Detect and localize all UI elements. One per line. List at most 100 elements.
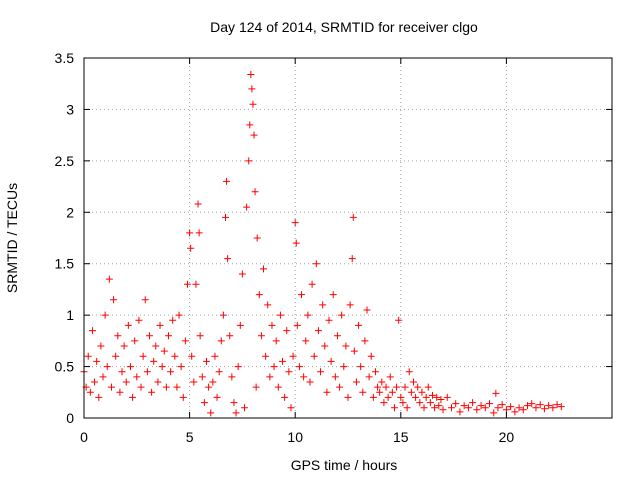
data-point [355,321,363,329]
data-point [437,395,445,403]
data-point [361,337,369,345]
data-point [395,316,403,324]
data-point [486,400,494,408]
data-point [528,400,536,408]
data-point [405,368,413,376]
data-point [540,405,548,413]
data-point [169,316,177,324]
data-point [424,383,432,391]
data-point [164,332,172,340]
data-point [376,388,384,396]
data-point [515,404,523,412]
data-point [154,378,162,386]
data-point [409,378,417,386]
data-point [553,401,561,409]
data-point [270,363,278,371]
data-point [97,342,105,350]
data-point [131,337,139,345]
data-point [481,404,489,412]
data-point [186,229,194,237]
data-point [110,296,118,304]
data-point [141,296,149,304]
data-point [382,383,390,391]
data-point [251,188,259,196]
x-tick-label: 15 [393,429,409,445]
data-point [344,393,352,401]
data-point [302,337,310,345]
data-point [312,260,320,268]
data-point [120,342,128,350]
data-point [348,255,356,263]
data-point [133,373,141,381]
data-point [215,368,223,376]
data-point [207,409,215,417]
data-point [420,404,428,412]
data-point [473,406,481,414]
data-point [367,352,375,360]
data-point [431,404,439,412]
data-point [268,321,276,329]
data-point [428,391,436,399]
data-point [238,270,246,278]
data-point [557,403,565,411]
data-point [386,373,394,381]
data-point [243,203,251,211]
data-point [291,219,299,227]
data-point [118,368,126,376]
data-point [304,311,312,319]
y-tick-label: 1 [66,307,74,323]
data-point [247,70,255,78]
y-tick-label: 0 [66,410,74,426]
data-point [492,389,500,397]
data-point [262,352,270,360]
data-point [195,229,203,237]
plot-frame [83,57,613,419]
data-point [300,373,308,381]
data-point [456,408,464,416]
data-point [226,332,234,340]
data-point [524,402,532,410]
data-point [95,393,103,401]
data-point [205,383,213,391]
y-tick-label: 2.5 [55,153,75,169]
data-point [321,342,329,350]
data-point [384,393,392,401]
data-point [124,321,132,329]
data-point [88,327,96,335]
data-point [223,177,231,185]
data-point [171,352,179,360]
data-point [211,352,219,360]
data-point [179,393,187,401]
data-point [232,409,240,417]
data-point [511,408,519,416]
data-point [167,368,175,376]
data-point [219,311,227,319]
data-point [101,311,109,319]
data-point [274,383,282,391]
data-point [433,393,441,401]
data-point [310,352,318,360]
data-point [412,393,420,401]
data-point [150,357,158,365]
data-point [252,383,260,391]
data-point [401,383,409,391]
y-axis-label: SRMTID / TECUs [4,183,20,293]
data-point [359,388,367,396]
data-point [422,393,430,401]
data-point [264,301,272,309]
data-point [86,388,94,396]
data-point [349,213,357,221]
chart-title: Day 124 of 2014, SRMTID for receiver clg… [210,19,478,35]
data-point [99,373,107,381]
data-point [188,352,196,360]
x-tick-label: 0 [80,429,88,445]
data-point [342,342,350,350]
data-point [139,352,147,360]
data-point [365,373,373,381]
data-point [84,352,92,360]
data-point [228,373,236,381]
data-point [152,342,160,350]
data-point [380,399,388,407]
